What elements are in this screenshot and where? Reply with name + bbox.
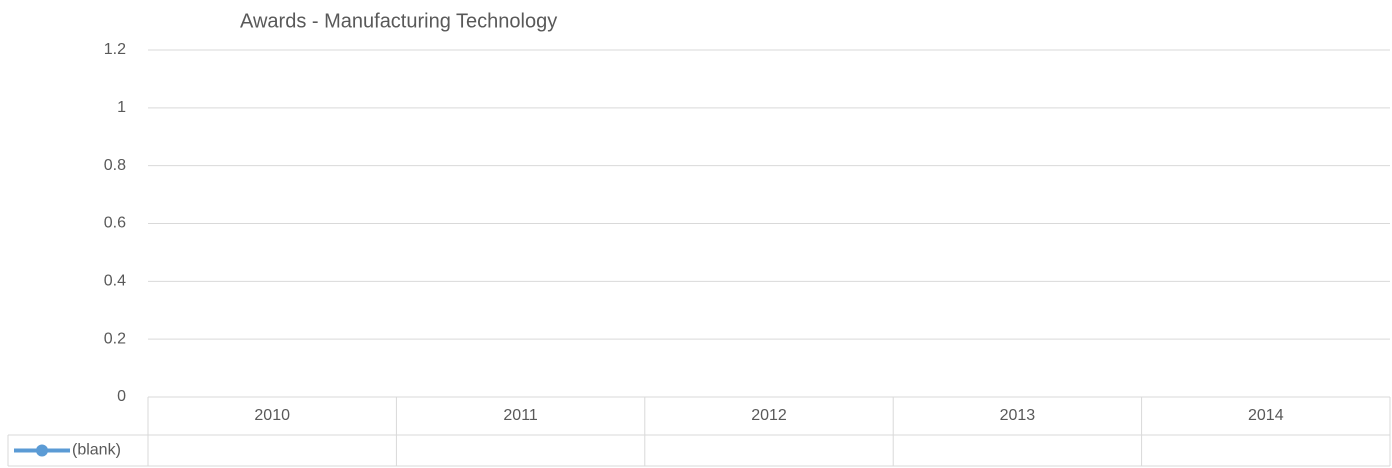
- x-tick-label: 2014: [1248, 407, 1284, 424]
- y-tick-label: 0.8: [104, 157, 126, 174]
- y-tick-label: 0.6: [104, 215, 126, 232]
- y-tick-label: 0: [117, 388, 126, 405]
- x-tick-label: 2010: [254, 407, 290, 424]
- x-tick-label: 2012: [751, 407, 787, 424]
- legend-label: (blank): [72, 442, 121, 459]
- y-tick-label: 1: [117, 99, 126, 116]
- chart-title: Awards - Manufacturing Technology: [240, 10, 557, 32]
- x-tick-label: 2013: [1000, 407, 1036, 424]
- y-tick-label: 1.2: [104, 41, 126, 58]
- y-tick-label: 0.4: [104, 273, 126, 290]
- y-tick-label: 0.2: [104, 330, 126, 347]
- x-tick-label: 2011: [503, 407, 538, 424]
- legend-marker: [36, 444, 48, 457]
